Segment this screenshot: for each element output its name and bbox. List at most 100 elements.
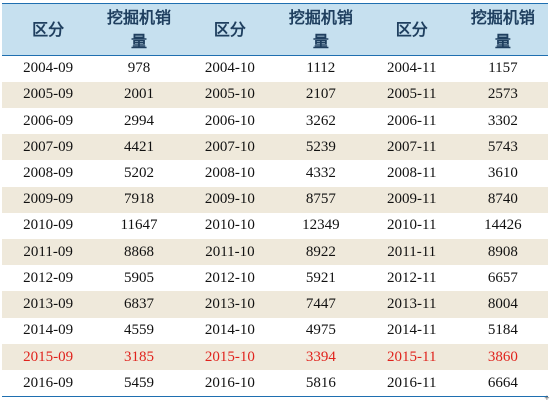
sales-cell: 5743 <box>457 134 548 161</box>
period-cell: 2004-11 <box>365 55 458 82</box>
table-row: 2011-09 8868 2011-10 8922 2011-11 8908 <box>2 239 548 266</box>
sales-cell: 5816 <box>276 370 366 398</box>
sales-cell: 12349 <box>276 212 366 240</box>
period-cell: 2013-10 <box>183 291 277 318</box>
sales-cell: 5202 <box>94 160 184 187</box>
sales-cell: 8004 <box>457 291 548 318</box>
header-sales-2: 挖掘机销量 <box>276 3 366 56</box>
sales-cell: 2573 <box>457 81 548 108</box>
sales-cell: 4975 <box>276 317 366 344</box>
table-row: 2014-09 4559 2014-10 4975 2014-11 5184 <box>2 317 548 344</box>
sales-cell: 3262 <box>276 107 366 135</box>
table-row: 2005-09 2001 2005-10 2107 2005-11 2573 <box>2 81 548 108</box>
table-header: 区分 挖掘机销量 区分 挖掘机销量 区分 挖掘机销量 <box>2 3 548 56</box>
table-row: 2008-09 5202 2008-10 4332 2008-11 3610 <box>2 160 548 187</box>
period-cell: 2010-11 <box>365 212 458 240</box>
sales-cell: 4559 <box>94 317 184 344</box>
table-row: 2012-09 5905 2012-10 5921 2012-11 6657 <box>2 265 548 292</box>
sales-cell: 5905 <box>94 265 184 292</box>
corner-resize-mark: + <box>544 394 550 402</box>
period-cell: 2008-09 <box>2 160 95 187</box>
period-cell: 2006-09 <box>2 107 95 135</box>
period-cell: 2009-11 <box>365 186 458 213</box>
period-cell: 2005-09 <box>2 81 95 108</box>
table-row: 2007-09 4421 2007-10 5239 2007-11 5743 <box>2 134 548 161</box>
sales-cell: 2001 <box>94 81 184 108</box>
period-cell: 2007-09 <box>2 134 95 161</box>
sales-cell: 6837 <box>94 291 184 318</box>
period-cell: 2004-10 <box>183 55 277 82</box>
header-period-2: 区分 <box>183 3 277 56</box>
period-cell: 2016-09 <box>2 370 95 398</box>
sales-cell: 3610 <box>457 160 548 187</box>
period-cell: 2011-11 <box>365 239 458 266</box>
period-cell: 2009-09 <box>2 186 95 213</box>
period-cell: 2007-11 <box>365 134 458 161</box>
header-row: 区分 挖掘机销量 区分 挖掘机销量 区分 挖掘机销量 <box>2 3 548 56</box>
sales-cell: 7918 <box>94 186 184 213</box>
sales-cell: 14426 <box>457 212 548 240</box>
period-cell: 2016-10 <box>183 370 277 398</box>
period-cell: 2014-11 <box>365 317 458 344</box>
sales-cell: 4421 <box>94 134 184 161</box>
period-cell: 2016-11 <box>365 370 458 398</box>
sales-cell: 5239 <box>276 134 366 161</box>
period-cell: 2007-10 <box>183 134 277 161</box>
sales-cell: 5459 <box>94 370 184 398</box>
sales-cell: 3185 <box>94 343 184 371</box>
sales-cell: 6657 <box>457 265 548 292</box>
period-cell: 2013-09 <box>2 291 95 318</box>
excavator-sales-table: 区分 挖掘机销量 区分 挖掘机销量 区分 挖掘机销量 2004-09 978 200… <box>2 3 548 398</box>
period-cell: 2005-10 <box>183 81 277 108</box>
period-cell: 2006-11 <box>365 107 458 135</box>
sales-cell: 8868 <box>94 239 184 266</box>
period-cell: 2012-10 <box>183 265 277 292</box>
table-row: 2004-09 978 2004-10 1112 2004-11 1157 <box>2 55 548 82</box>
table-row: 2010-09 11647 2010-10 12349 2010-11 14426 <box>2 212 548 240</box>
period-cell: 2009-10 <box>183 186 277 213</box>
period-cell: 2011-10 <box>183 239 277 266</box>
sales-cell: 3860 <box>457 343 548 371</box>
period-cell: 2015-09 <box>2 343 95 371</box>
period-cell: 2013-11 <box>365 291 458 318</box>
sales-cell: 8740 <box>457 186 548 213</box>
sales-cell: 6664 <box>457 370 548 398</box>
table-row: 2016-09 5459 2016-10 5816 2016-11 6664 <box>2 370 548 398</box>
period-cell: 2012-09 <box>2 265 95 292</box>
table-row: 2015-09 3185 2015-10 3394 2015-11 3860 <box>2 343 548 371</box>
sales-cell: 3302 <box>457 107 548 135</box>
period-cell: 2005-11 <box>365 81 458 108</box>
period-cell: 2015-11 <box>365 343 458 371</box>
period-cell: 2015-10 <box>183 343 277 371</box>
period-cell: 2010-10 <box>183 212 277 240</box>
sales-cell: 11647 <box>94 212 184 240</box>
table-row: 2006-09 2994 2006-10 3262 2006-11 3302 <box>2 107 548 135</box>
sales-cell: 2107 <box>276 81 366 108</box>
period-cell: 2008-10 <box>183 160 277 187</box>
header-sales-1: 挖掘机销量 <box>94 3 184 56</box>
period-cell: 2004-09 <box>2 55 95 82</box>
sales-cell: 2994 <box>94 107 184 135</box>
sales-cell: 7447 <box>276 291 366 318</box>
header-sales-3: 挖掘机销量 <box>457 3 548 56</box>
period-cell: 2012-11 <box>365 265 458 292</box>
table-row: 2009-09 7918 2009-10 8757 2009-11 8740 <box>2 186 548 213</box>
sales-cell: 978 <box>94 55 184 82</box>
period-cell: 2014-10 <box>183 317 277 344</box>
period-cell: 2014-09 <box>2 317 95 344</box>
period-cell: 2006-10 <box>183 107 277 135</box>
sales-cell: 8908 <box>457 239 548 266</box>
sales-cell: 8922 <box>276 239 366 266</box>
header-period-1: 区分 <box>2 3 95 56</box>
sales-cell: 1157 <box>457 55 548 82</box>
sales-cell: 1112 <box>276 55 366 82</box>
sales-cell: 5921 <box>276 265 366 292</box>
period-cell: 2011-09 <box>2 239 95 266</box>
sales-cell: 8757 <box>276 186 366 213</box>
table-body: 2004-09 978 2004-10 1112 2004-11 1157 2005-09 2… <box>2 55 548 398</box>
sales-cell: 4332 <box>276 160 366 187</box>
sales-cell: 5184 <box>457 317 548 344</box>
table-row: 2013-09 6837 2013-10 7447 2013-11 8004 <box>2 291 548 318</box>
period-cell: 2010-09 <box>2 212 95 240</box>
sales-cell: 3394 <box>276 343 366 371</box>
